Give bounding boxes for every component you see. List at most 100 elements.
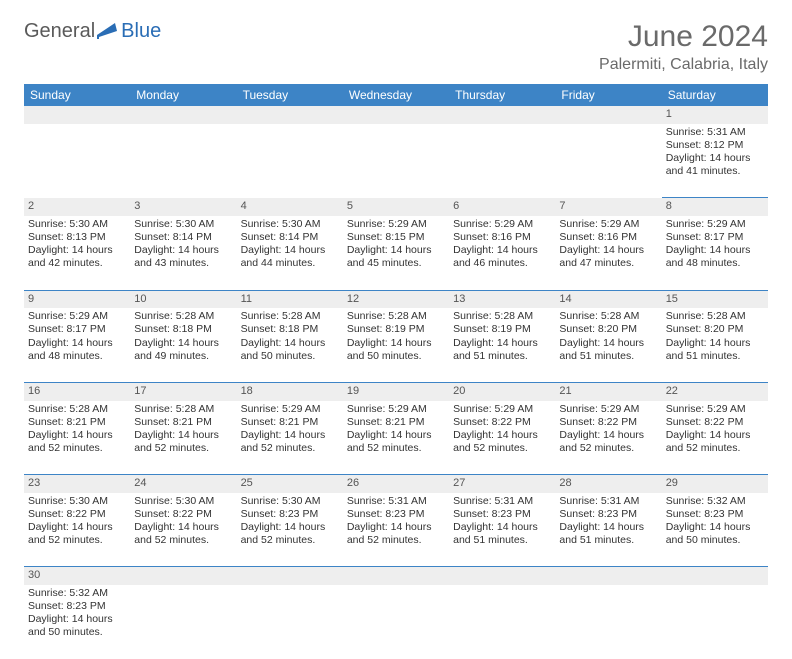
sunset-text: Sunset: 8:17 PM	[666, 231, 764, 244]
day-number: 14	[555, 290, 661, 308]
day-number: 11	[237, 290, 343, 308]
sunset-text: Sunset: 8:22 PM	[559, 416, 657, 429]
day-number: 8	[662, 198, 768, 216]
day-number: 13	[449, 290, 555, 308]
day-cell: Sunrise: 5:28 AMSunset: 8:18 PMDaylight:…	[237, 308, 343, 382]
day-content-row: Sunrise: 5:31 AMSunset: 8:12 PMDaylight:…	[24, 124, 768, 198]
daylight-text: Daylight: 14 hours and 50 minutes.	[28, 613, 126, 639]
day-content-row: Sunrise: 5:32 AMSunset: 8:23 PMDaylight:…	[24, 585, 768, 659]
sunrise-text: Sunrise: 5:28 AM	[453, 310, 551, 323]
daylight-text: Daylight: 14 hours and 51 minutes.	[453, 337, 551, 363]
day-number: 28	[555, 475, 661, 493]
sunset-text: Sunset: 8:12 PM	[666, 139, 764, 152]
calendar-table: SundayMondayTuesdayWednesdayThursdayFrid…	[24, 84, 768, 659]
day-number: 7	[555, 198, 661, 216]
day-cell: Sunrise: 5:30 AMSunset: 8:22 PMDaylight:…	[130, 493, 236, 567]
daylight-text: Daylight: 14 hours and 50 minutes.	[241, 337, 339, 363]
day-cell	[343, 585, 449, 659]
sunset-text: Sunset: 8:13 PM	[28, 231, 126, 244]
day-cell: Sunrise: 5:30 AMSunset: 8:22 PMDaylight:…	[24, 493, 130, 567]
day-number: 17	[130, 382, 236, 400]
daylight-text: Daylight: 14 hours and 43 minutes.	[134, 244, 232, 270]
flag-icon	[97, 21, 119, 42]
sunset-text: Sunset: 8:17 PM	[28, 323, 126, 336]
daylight-text: Daylight: 14 hours and 51 minutes.	[559, 521, 657, 547]
logo-text-blue: Blue	[121, 20, 161, 43]
sunrise-text: Sunrise: 5:30 AM	[134, 218, 232, 231]
day-cell	[555, 585, 661, 659]
weekday-header: Tuesday	[237, 84, 343, 106]
day-number: 29	[662, 475, 768, 493]
day-cell: Sunrise: 5:31 AMSunset: 8:23 PMDaylight:…	[555, 493, 661, 567]
day-number	[555, 567, 661, 585]
sunrise-text: Sunrise: 5:28 AM	[134, 310, 232, 323]
daylight-text: Daylight: 14 hours and 46 minutes.	[453, 244, 551, 270]
daylight-text: Daylight: 14 hours and 52 minutes.	[28, 429, 126, 455]
daylight-text: Daylight: 14 hours and 52 minutes.	[241, 521, 339, 547]
sunset-text: Sunset: 8:18 PM	[241, 323, 339, 336]
sunset-text: Sunset: 8:23 PM	[241, 508, 339, 521]
sunrise-text: Sunrise: 5:28 AM	[347, 310, 445, 323]
daylight-text: Daylight: 14 hours and 49 minutes.	[134, 337, 232, 363]
daylight-text: Daylight: 14 hours and 44 minutes.	[241, 244, 339, 270]
day-cell: Sunrise: 5:32 AMSunset: 8:23 PMDaylight:…	[662, 493, 768, 567]
day-number: 5	[343, 198, 449, 216]
sunrise-text: Sunrise: 5:30 AM	[28, 218, 126, 231]
sunset-text: Sunset: 8:15 PM	[347, 231, 445, 244]
daylight-text: Daylight: 14 hours and 41 minutes.	[666, 152, 764, 178]
day-number: 24	[130, 475, 236, 493]
daylight-text: Daylight: 14 hours and 42 minutes.	[28, 244, 126, 270]
sunrise-text: Sunrise: 5:29 AM	[666, 218, 764, 231]
daylight-text: Daylight: 14 hours and 52 minutes.	[347, 521, 445, 547]
day-cell	[237, 124, 343, 198]
sunset-text: Sunset: 8:19 PM	[347, 323, 445, 336]
weekday-header: Friday	[555, 84, 661, 106]
sunset-text: Sunset: 8:23 PM	[28, 600, 126, 613]
sunset-text: Sunset: 8:22 PM	[666, 416, 764, 429]
sunrise-text: Sunrise: 5:28 AM	[28, 403, 126, 416]
sunset-text: Sunset: 8:22 PM	[134, 508, 232, 521]
sunset-text: Sunset: 8:22 PM	[453, 416, 551, 429]
sunrise-text: Sunrise: 5:31 AM	[453, 495, 551, 508]
day-cell	[130, 585, 236, 659]
daylight-text: Daylight: 14 hours and 50 minutes.	[666, 521, 764, 547]
day-cell: Sunrise: 5:29 AMSunset: 8:21 PMDaylight:…	[237, 401, 343, 475]
daylight-text: Daylight: 14 hours and 51 minutes.	[559, 337, 657, 363]
sunset-text: Sunset: 8:14 PM	[241, 231, 339, 244]
sunrise-text: Sunrise: 5:29 AM	[666, 403, 764, 416]
sunrise-text: Sunrise: 5:29 AM	[559, 403, 657, 416]
day-cell: Sunrise: 5:28 AMSunset: 8:19 PMDaylight:…	[343, 308, 449, 382]
daylight-text: Daylight: 14 hours and 51 minutes.	[453, 521, 551, 547]
day-cell: Sunrise: 5:28 AMSunset: 8:20 PMDaylight:…	[555, 308, 661, 382]
logo: General Blue	[24, 20, 161, 43]
sunset-text: Sunset: 8:14 PM	[134, 231, 232, 244]
day-cell: Sunrise: 5:29 AMSunset: 8:17 PMDaylight:…	[24, 308, 130, 382]
day-number: 1	[662, 106, 768, 124]
day-cell	[343, 124, 449, 198]
day-cell: Sunrise: 5:28 AMSunset: 8:21 PMDaylight:…	[130, 401, 236, 475]
day-cell: Sunrise: 5:29 AMSunset: 8:16 PMDaylight:…	[555, 216, 661, 290]
day-cell: Sunrise: 5:29 AMSunset: 8:21 PMDaylight:…	[343, 401, 449, 475]
day-cell: Sunrise: 5:30 AMSunset: 8:14 PMDaylight:…	[237, 216, 343, 290]
day-content-row: Sunrise: 5:29 AMSunset: 8:17 PMDaylight:…	[24, 308, 768, 382]
sunrise-text: Sunrise: 5:30 AM	[241, 218, 339, 231]
day-number	[662, 567, 768, 585]
day-number: 20	[449, 382, 555, 400]
sunrise-text: Sunrise: 5:32 AM	[28, 587, 126, 600]
sunrise-text: Sunrise: 5:31 AM	[666, 126, 764, 139]
sunset-text: Sunset: 8:20 PM	[666, 323, 764, 336]
day-number-row: 1	[24, 106, 768, 124]
sunset-text: Sunset: 8:21 PM	[347, 416, 445, 429]
sunset-text: Sunset: 8:23 PM	[666, 508, 764, 521]
day-number	[343, 106, 449, 124]
logo-text-general: General	[24, 20, 95, 43]
sunset-text: Sunset: 8:22 PM	[28, 508, 126, 521]
daylight-text: Daylight: 14 hours and 52 minutes.	[559, 429, 657, 455]
day-number: 25	[237, 475, 343, 493]
sunrise-text: Sunrise: 5:29 AM	[241, 403, 339, 416]
day-number-row: 30	[24, 567, 768, 585]
day-cell: Sunrise: 5:29 AMSunset: 8:22 PMDaylight:…	[555, 401, 661, 475]
sunrise-text: Sunrise: 5:28 AM	[666, 310, 764, 323]
day-number	[24, 106, 130, 124]
sunset-text: Sunset: 8:23 PM	[453, 508, 551, 521]
